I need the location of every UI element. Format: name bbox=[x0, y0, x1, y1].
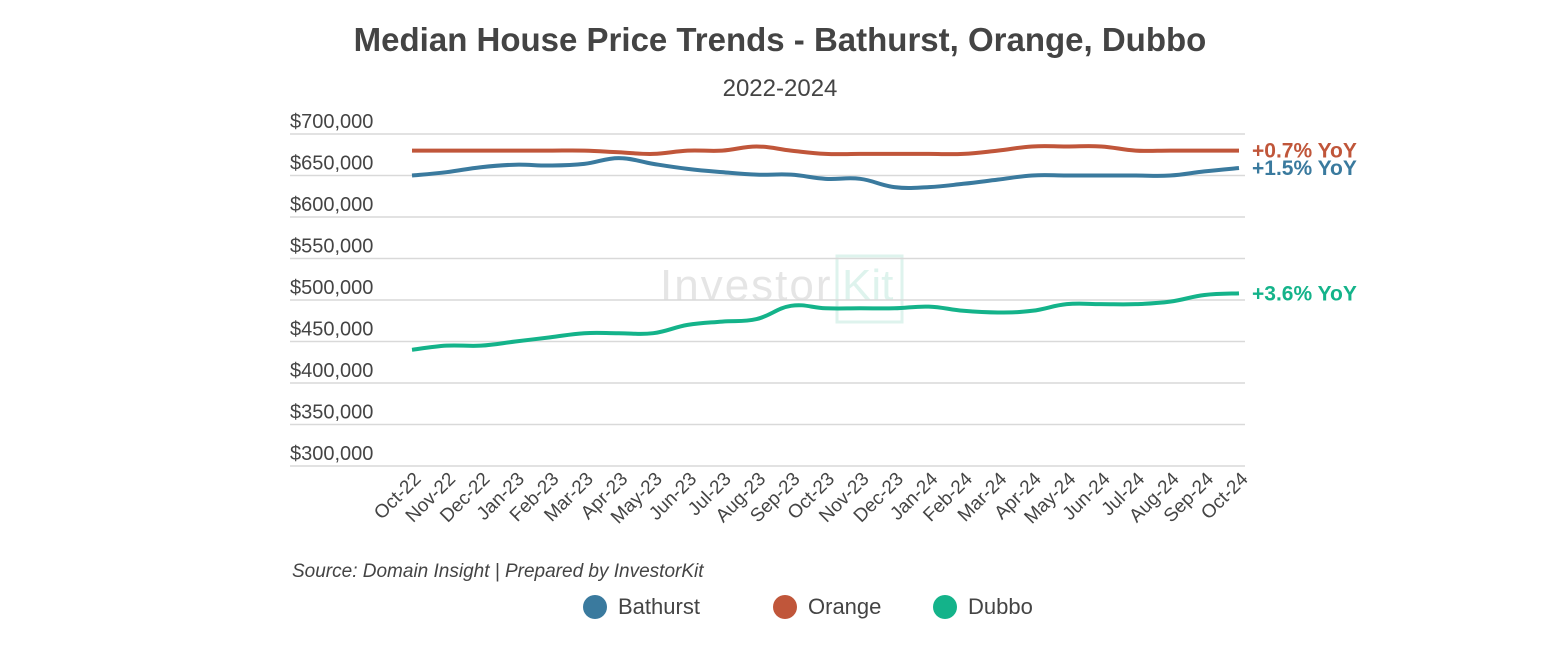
yoy-label-orange: +0.7% YoY bbox=[1252, 140, 1357, 163]
chart-subtitle: 2022-2024 bbox=[723, 75, 838, 102]
y-tick-label: $450,000 bbox=[290, 319, 373, 341]
legend-item-orange[interactable]: Orange bbox=[773, 594, 881, 619]
y-tick-label: $350,000 bbox=[290, 402, 373, 424]
y-tick-label: $400,000 bbox=[290, 360, 373, 382]
legend-item-dubbo[interactable]: Dubbo bbox=[933, 594, 1033, 619]
watermark-logo: Investor Kit bbox=[660, 254, 904, 324]
legend-marker bbox=[583, 595, 607, 619]
yoy-label-dubbo: +3.6% YoY bbox=[1252, 282, 1357, 305]
source-note: Source: Domain Insight | Prepared by Inv… bbox=[292, 561, 704, 582]
legend-label: Bathurst bbox=[618, 594, 700, 619]
legend-marker bbox=[773, 595, 797, 619]
svg-text:Kit: Kit bbox=[842, 261, 893, 310]
y-tick-label: $700,000 bbox=[290, 111, 373, 133]
series-line-bathurst bbox=[411, 156, 1240, 191]
yoy-label-bathurst: +1.5% YoY bbox=[1252, 157, 1357, 180]
y-tick-label: $550,000 bbox=[290, 236, 373, 258]
y-tick-label: $300,000 bbox=[290, 443, 373, 465]
series-line-dubbo bbox=[411, 291, 1240, 352]
legend-item-bathurst[interactable]: Bathurst bbox=[583, 594, 700, 619]
series-line-orange bbox=[411, 144, 1239, 157]
svg-text:Investor: Investor bbox=[660, 261, 833, 310]
legend-marker bbox=[933, 595, 957, 619]
legend-label: Dubbo bbox=[968, 594, 1033, 619]
chart-title: Median House Price Trends - Bathurst, Or… bbox=[354, 21, 1207, 58]
y-tick-label: $650,000 bbox=[290, 153, 373, 175]
legend: Bathurst Orange Dubbo bbox=[583, 594, 1033, 619]
y-tick-label: $600,000 bbox=[290, 194, 373, 216]
y-tick-label: $500,000 bbox=[290, 277, 373, 299]
legend-label: Orange bbox=[808, 594, 881, 619]
